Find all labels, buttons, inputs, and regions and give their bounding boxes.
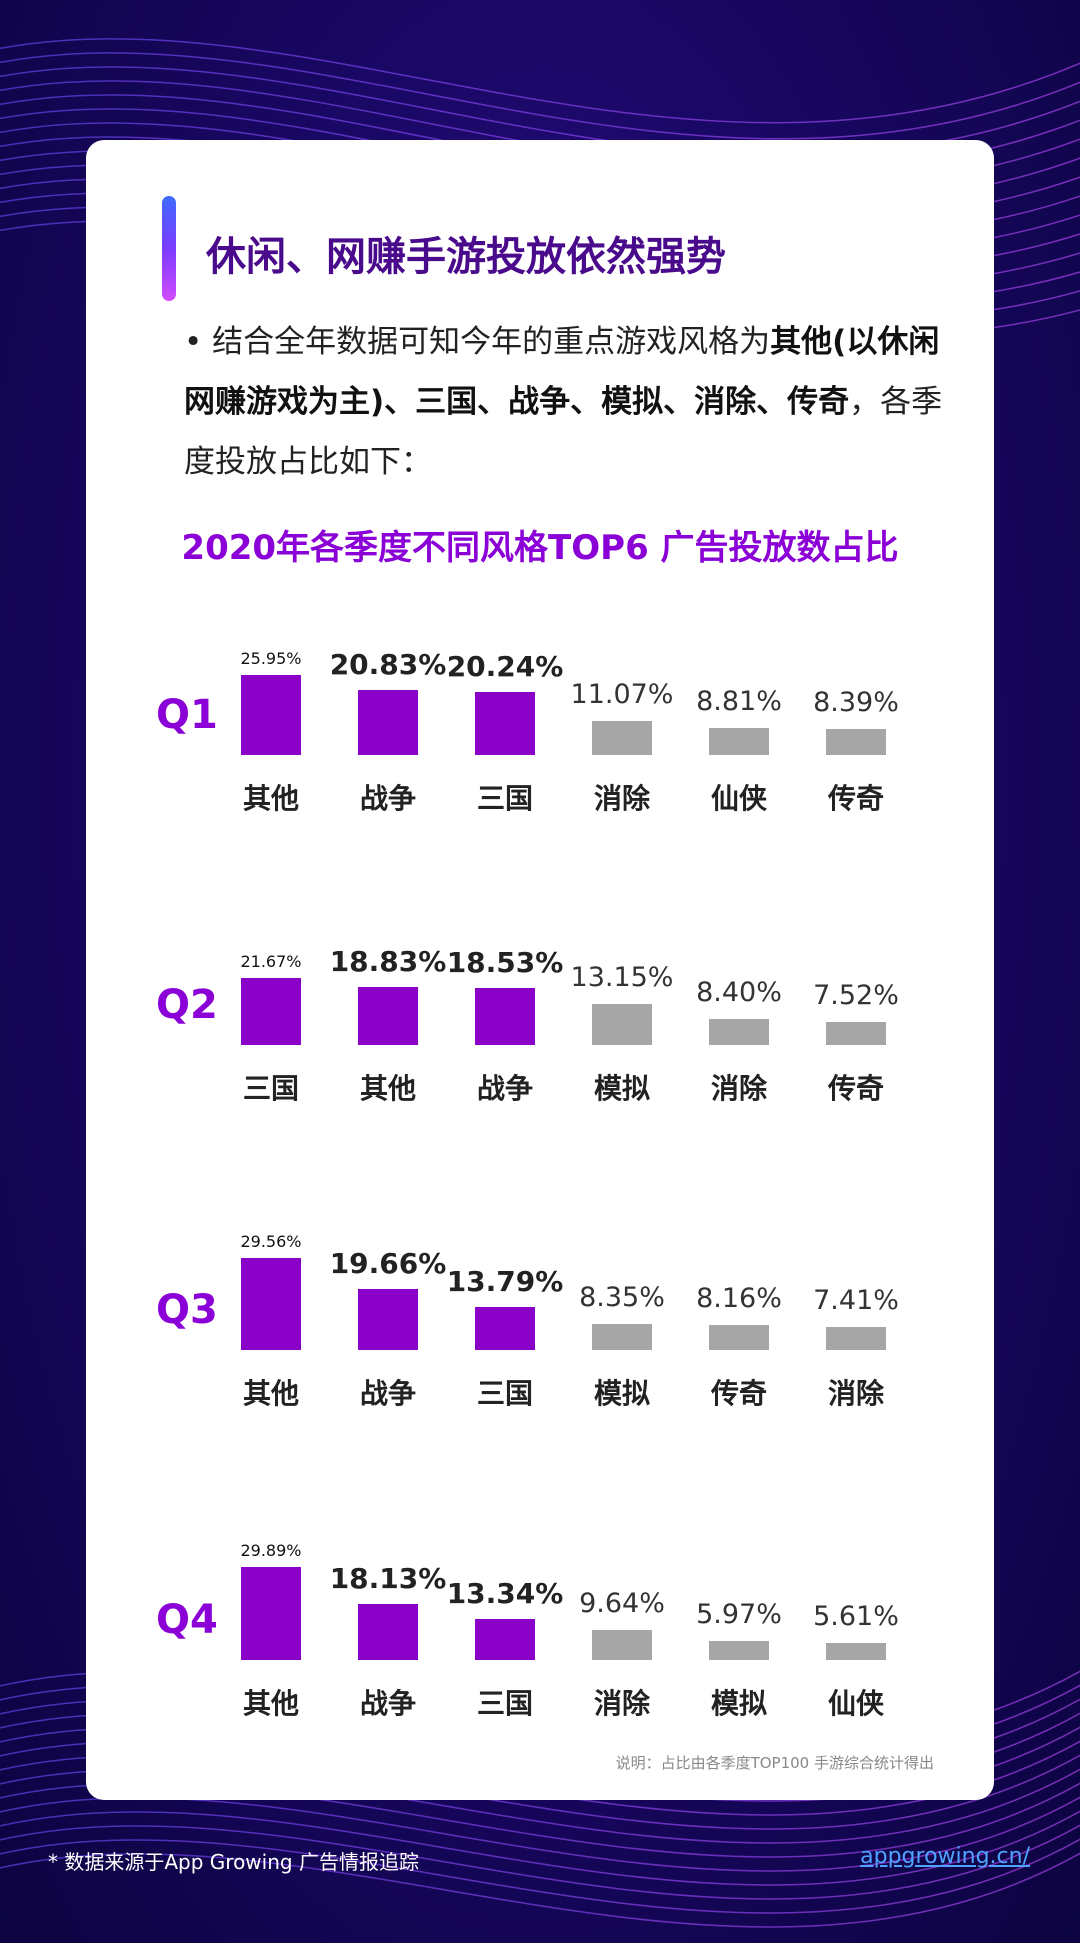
category-label: 模拟 [593, 1377, 650, 1410]
value-label: 19.66% [329, 1247, 447, 1281]
category-label: 传奇 [827, 782, 884, 815]
value-label: 13.34% [446, 1576, 564, 1610]
intro-text: • 结合全年数据可知今年的重点游戏风格为其他(以休闲网赚游戏为主)、三国、战争、… [184, 312, 954, 492]
value-label: 13.79% [446, 1265, 564, 1299]
chart-title: 2020年各季度不同风格TOP6 广告投放数占比 [181, 528, 899, 568]
wave-line-bottom [0, 1838, 1080, 1914]
quarter-label: Q1 [156, 692, 218, 738]
bar [358, 1603, 418, 1660]
value-label: 18.53% [446, 945, 564, 979]
bar [709, 1641, 769, 1660]
value-label: 5.61% [813, 1600, 899, 1632]
category-label: 传奇 [827, 1072, 884, 1105]
category-label: 其他 [242, 1377, 299, 1410]
category-label: 其他 [242, 1687, 299, 1720]
quarter-label: Q4 [156, 1597, 218, 1643]
bar [358, 986, 418, 1045]
value-label: 8.40% [696, 976, 782, 1008]
category-label: 仙侠 [710, 782, 767, 815]
category-label: 战争 [359, 782, 416, 815]
quarter-chart-q4: Q4 29.89% 其他 18.13% 战争 13.34% 三国 9.64% 消除 5.97% 模拟… [86, 1525, 994, 1765]
category-label: 三国 [476, 1377, 533, 1410]
category-label: 消除 [593, 1687, 650, 1720]
category-label: 消除 [827, 1377, 884, 1410]
value-label: 13.15% [570, 962, 674, 994]
bar [826, 1021, 886, 1045]
quarter-chart-q2: Q2 21.67% 三国 18.83% 其他 18.53% 战争 13.15% 模拟 8.40% 消… [86, 910, 994, 1150]
bar [475, 987, 535, 1045]
bar [358, 690, 418, 755]
quarter-chart-q1: Q1 25.95% 其他 20.83% 战争 20.24% 三国 11.07% 消除 8.81% 仙… [86, 620, 994, 860]
bar [241, 1258, 301, 1350]
bar [709, 1324, 769, 1350]
quarter-chart-q3: Q3 29.56% 其他 19.66% 战争 13.79% 三国 8.35% 模拟 8.16% 传奇… [86, 1215, 994, 1455]
website-link[interactable]: appgrowing.cn/ [860, 1844, 1030, 1869]
category-label: 战争 [359, 1687, 416, 1720]
bar [241, 674, 301, 755]
quarter-label: Q2 [156, 982, 218, 1028]
value-label: 29.56% [240, 1232, 302, 1252]
value-label: 7.52% [813, 979, 899, 1011]
category-label: 仙侠 [827, 1687, 884, 1720]
category-label: 其他 [242, 782, 299, 815]
page-title: 休闲、网赚手游投放依然强势 [206, 234, 726, 280]
value-label: 18.13% [329, 1561, 447, 1595]
data-source: * 数据来源于App Growing 广告情报追踪 [48, 1850, 419, 1874]
bar [475, 692, 535, 755]
bullet: • [184, 324, 203, 360]
bar [826, 1642, 886, 1660]
value-label: 11.07% [570, 678, 674, 710]
value-label: 20.83% [329, 648, 447, 682]
bar [826, 1327, 886, 1350]
intro-prefix: 结合全年数据可知今年的重点游戏风格为 [202, 324, 771, 360]
wave-line-bottom [0, 1852, 1080, 1928]
category-label: 模拟 [710, 1687, 767, 1720]
value-label: 8.35% [579, 1282, 665, 1314]
value-label: 25.95% [240, 648, 302, 668]
category-label: 三国 [476, 782, 533, 815]
content-card: 休闲、网赚手游投放依然强势 • 结合全年数据可知今年的重点游戏风格为其他(以休闲… [86, 140, 994, 1800]
chart-note: 说明：占比由各季度TOP100 手游综合统计得出 [615, 1754, 934, 1772]
category-label: 传奇 [710, 1377, 767, 1410]
value-label: 8.81% [696, 685, 782, 717]
value-label: 5.97% [696, 1599, 782, 1631]
value-label: 18.83% [329, 944, 447, 978]
category-label: 其他 [359, 1072, 416, 1105]
title-accent-bar [162, 196, 176, 301]
bar [592, 1324, 652, 1350]
bar [709, 727, 769, 755]
wave-line-top [0, 52, 1080, 140]
wave-line-bottom [0, 1824, 1080, 1900]
value-label: 20.24% [446, 650, 564, 684]
bar [709, 1018, 769, 1045]
bar [241, 1567, 301, 1660]
bar [475, 1307, 535, 1350]
wave-line-top [0, 38, 1080, 124]
value-label: 7.41% [813, 1285, 899, 1317]
bar [592, 720, 652, 755]
wave-line-bottom [0, 1810, 1080, 1886]
intro-bold-styles: 其他(以休闲网赚游戏为主)、三国、战争、模拟、消除、传奇 [184, 324, 940, 420]
bar [358, 1289, 418, 1350]
category-label: 消除 [593, 782, 650, 815]
bar [475, 1618, 535, 1660]
value-label: 8.16% [696, 1282, 782, 1314]
category-label: 三国 [476, 1687, 533, 1720]
intro-suffix: ，各季度投放占比如下： [184, 384, 943, 480]
bar [592, 1004, 652, 1045]
value-label: 9.64% [579, 1588, 665, 1620]
category-label: 三国 [242, 1072, 299, 1105]
category-label: 消除 [710, 1072, 767, 1105]
quarter-label: Q3 [156, 1287, 218, 1333]
category-label: 模拟 [593, 1072, 650, 1105]
category-label: 战争 [476, 1072, 533, 1105]
value-label: 8.39% [813, 686, 899, 718]
value-label: 21.67% [240, 951, 302, 971]
category-label: 战争 [359, 1377, 416, 1410]
bar [241, 977, 301, 1045]
bar [592, 1630, 652, 1660]
value-label: 29.89% [240, 1541, 302, 1561]
bar [826, 728, 886, 755]
